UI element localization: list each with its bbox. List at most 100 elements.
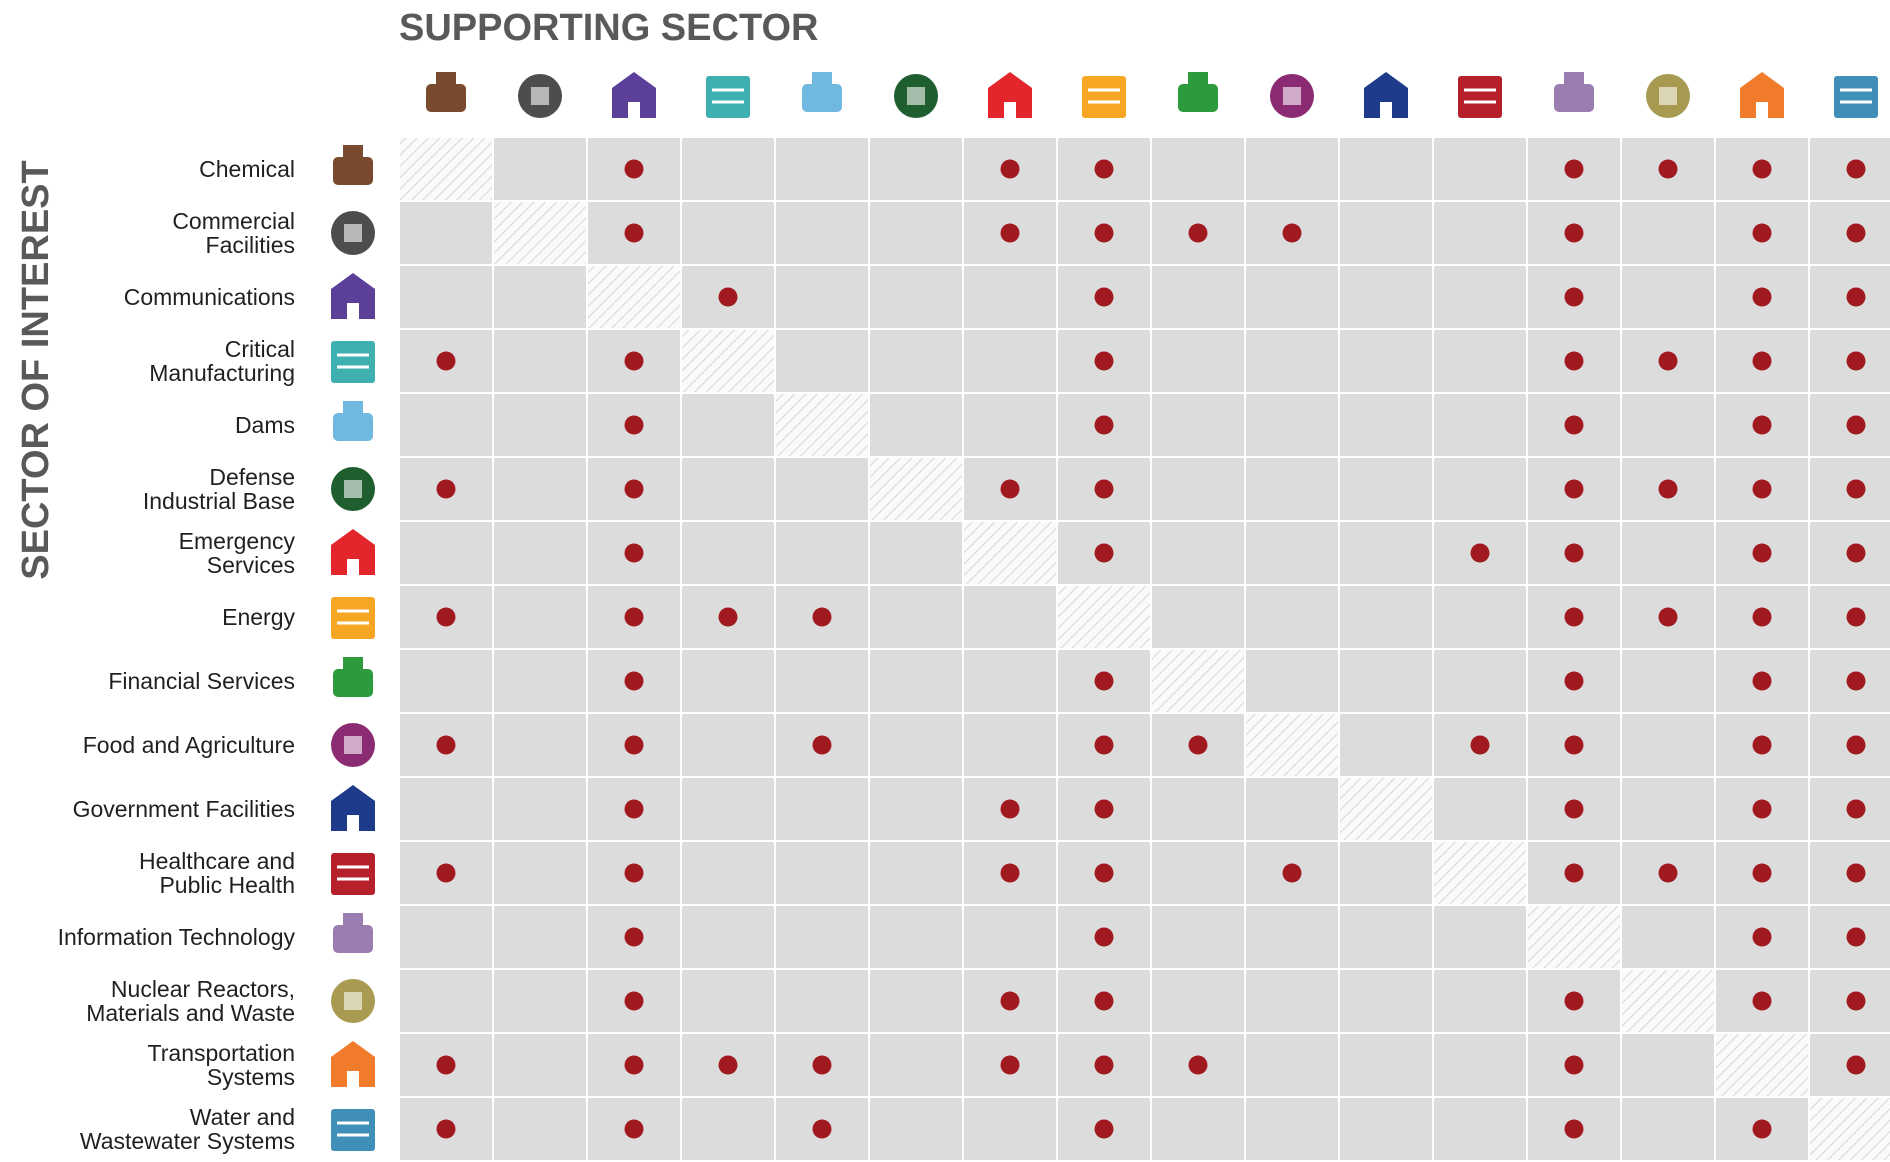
dependency-dot bbox=[624, 479, 644, 499]
cell bbox=[494, 970, 586, 1032]
cell bbox=[1434, 330, 1526, 392]
dependency-dot bbox=[718, 287, 738, 307]
row-label: Information Technology bbox=[58, 924, 296, 950]
sector-icon bbox=[333, 401, 373, 441]
row-label: Systems bbox=[207, 1064, 295, 1090]
icon-body bbox=[1082, 76, 1126, 118]
cell bbox=[1340, 522, 1432, 584]
diagonal-cell bbox=[1434, 842, 1526, 904]
sector-icon bbox=[518, 74, 562, 118]
cell bbox=[870, 586, 962, 648]
dependency-dot bbox=[1752, 671, 1772, 691]
sector-icon bbox=[1364, 72, 1408, 118]
dependency-dot bbox=[624, 607, 644, 627]
dependency-dot bbox=[1282, 223, 1302, 243]
dependency-dot bbox=[436, 1119, 456, 1139]
cell bbox=[1340, 1098, 1432, 1160]
dependency-dot bbox=[1846, 351, 1866, 371]
icon-top bbox=[812, 72, 832, 86]
cell bbox=[682, 778, 774, 840]
row-label: Commercial bbox=[172, 208, 295, 234]
diagonal-cell bbox=[1058, 586, 1150, 648]
dependency-dot bbox=[1846, 799, 1866, 819]
dependency-dot bbox=[1846, 927, 1866, 947]
cell bbox=[682, 522, 774, 584]
diagonal-cell bbox=[964, 522, 1056, 584]
dependency-dot bbox=[624, 1119, 644, 1139]
cell bbox=[1622, 714, 1714, 776]
icon-body bbox=[1458, 76, 1502, 118]
cell bbox=[400, 266, 492, 328]
dependency-dot bbox=[812, 1055, 832, 1075]
dependency-dot bbox=[1752, 863, 1772, 883]
sector-icon bbox=[1082, 76, 1126, 118]
row-label: Defense bbox=[209, 464, 295, 490]
dependency-dot bbox=[1094, 799, 1114, 819]
cell bbox=[1622, 1098, 1714, 1160]
cell bbox=[1246, 266, 1338, 328]
cell bbox=[870, 778, 962, 840]
cell bbox=[1246, 650, 1338, 712]
row-label: Industrial Base bbox=[143, 488, 295, 514]
icon-top bbox=[1188, 72, 1208, 86]
icon-detail bbox=[907, 87, 925, 105]
dependency-dot bbox=[1846, 735, 1866, 755]
dependency-dot bbox=[1658, 159, 1678, 179]
cell bbox=[1434, 906, 1526, 968]
dependency-dot bbox=[1000, 799, 1020, 819]
dependency-dot bbox=[1000, 991, 1020, 1011]
dependency-dot bbox=[812, 735, 832, 755]
cell bbox=[1340, 842, 1432, 904]
dependency-dot bbox=[1000, 1055, 1020, 1075]
sector-icon bbox=[331, 597, 375, 639]
cell bbox=[682, 202, 774, 264]
icon-body bbox=[331, 853, 375, 895]
cell bbox=[964, 714, 1056, 776]
cell bbox=[776, 138, 868, 200]
dependency-dot bbox=[1282, 863, 1302, 883]
dependency-dot bbox=[1752, 543, 1772, 563]
icon-body bbox=[333, 413, 373, 441]
icon-detail bbox=[1659, 87, 1677, 105]
diagonal-cell bbox=[870, 458, 962, 520]
sector-icon bbox=[333, 913, 373, 953]
dependency-dot bbox=[1846, 415, 1866, 435]
icon-body bbox=[333, 157, 373, 185]
dependency-dot bbox=[1564, 671, 1584, 691]
dependency-dot bbox=[1846, 223, 1866, 243]
cell bbox=[682, 842, 774, 904]
dependency-dot bbox=[1846, 287, 1866, 307]
cell bbox=[964, 906, 1056, 968]
sector-icon bbox=[331, 723, 375, 767]
dependency-dot bbox=[1564, 799, 1584, 819]
cell bbox=[1152, 266, 1244, 328]
sector-icon bbox=[1554, 72, 1594, 112]
cell bbox=[494, 394, 586, 456]
sector-icon bbox=[1270, 74, 1314, 118]
icon-detail bbox=[344, 736, 362, 754]
row-label: Chemical bbox=[199, 156, 295, 182]
cell bbox=[1340, 202, 1432, 264]
icon-body bbox=[802, 84, 842, 112]
cell bbox=[776, 778, 868, 840]
diagonal-cell bbox=[1528, 906, 1620, 968]
icon-body bbox=[331, 273, 375, 319]
cell bbox=[1434, 970, 1526, 1032]
icon-detail bbox=[347, 303, 359, 319]
cell bbox=[682, 906, 774, 968]
dependency-dot bbox=[1752, 799, 1772, 819]
dependency-dot bbox=[1752, 351, 1772, 371]
dependency-dot bbox=[1094, 735, 1114, 755]
cell bbox=[1152, 330, 1244, 392]
dependency-dot bbox=[1564, 735, 1584, 755]
dependency-dot bbox=[1188, 1055, 1208, 1075]
cell bbox=[494, 906, 586, 968]
cell bbox=[870, 522, 962, 584]
icon-body bbox=[706, 76, 750, 118]
cell bbox=[964, 650, 1056, 712]
dependency-dot bbox=[1752, 927, 1772, 947]
sector-icon bbox=[331, 1041, 375, 1087]
row-label: Public Health bbox=[159, 872, 295, 898]
row-label: Dams bbox=[235, 412, 295, 438]
dependency-dot bbox=[1564, 479, 1584, 499]
